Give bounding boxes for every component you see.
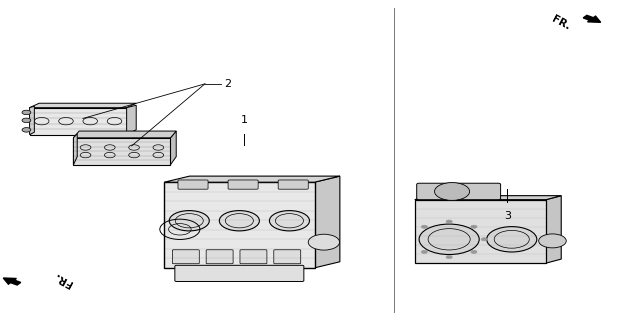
Circle shape: [419, 224, 479, 254]
FancyBboxPatch shape: [416, 183, 501, 200]
Polygon shape: [74, 131, 176, 138]
Circle shape: [22, 118, 31, 123]
Circle shape: [446, 220, 452, 223]
Circle shape: [470, 250, 477, 253]
Circle shape: [220, 211, 259, 231]
Circle shape: [538, 234, 566, 248]
Circle shape: [470, 225, 477, 228]
FancyBboxPatch shape: [172, 250, 199, 264]
Polygon shape: [164, 176, 340, 182]
Text: 1: 1: [241, 115, 248, 125]
FancyBboxPatch shape: [175, 265, 304, 282]
Circle shape: [435, 183, 470, 200]
FancyBboxPatch shape: [278, 180, 308, 189]
Circle shape: [481, 238, 487, 241]
Polygon shape: [126, 105, 136, 135]
Circle shape: [308, 234, 340, 250]
Polygon shape: [74, 138, 170, 165]
Circle shape: [169, 211, 209, 231]
FancyBboxPatch shape: [206, 250, 233, 264]
Circle shape: [446, 255, 452, 259]
Polygon shape: [546, 196, 561, 263]
Polygon shape: [164, 182, 314, 268]
Polygon shape: [30, 108, 126, 135]
Polygon shape: [415, 196, 561, 200]
Text: 2: 2: [224, 79, 231, 89]
Circle shape: [487, 227, 537, 252]
FancyArrow shape: [3, 278, 21, 285]
Text: FR.: FR.: [52, 270, 74, 288]
Circle shape: [22, 110, 31, 115]
Circle shape: [22, 128, 31, 132]
Circle shape: [421, 225, 428, 228]
FancyBboxPatch shape: [178, 180, 208, 189]
Polygon shape: [30, 103, 136, 108]
FancyBboxPatch shape: [274, 250, 301, 264]
Polygon shape: [30, 106, 35, 135]
FancyArrow shape: [583, 15, 601, 22]
Polygon shape: [314, 176, 340, 268]
FancyBboxPatch shape: [240, 250, 267, 264]
Polygon shape: [415, 200, 546, 263]
Polygon shape: [74, 134, 77, 165]
Circle shape: [421, 250, 428, 253]
Text: 3: 3: [504, 211, 511, 221]
FancyBboxPatch shape: [228, 180, 258, 189]
Polygon shape: [170, 131, 176, 165]
Text: FR.: FR.: [550, 14, 572, 32]
Circle shape: [269, 211, 309, 231]
